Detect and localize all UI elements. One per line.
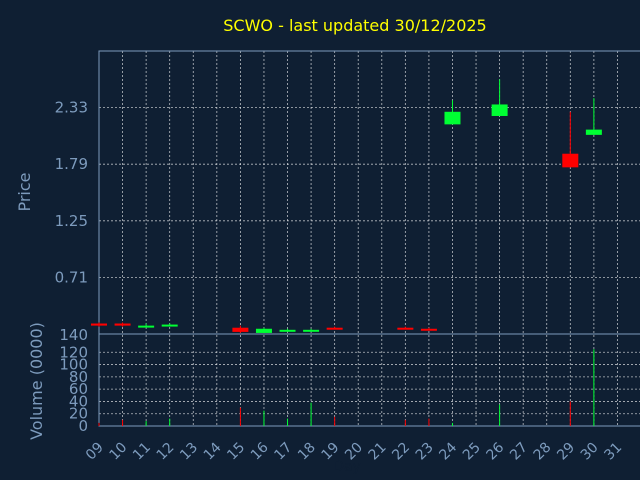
volume-tick-label: 100 [59,356,88,374]
volume-tick-label: 60 [69,380,88,398]
candle-body [562,153,579,168]
chart-title: SCWO - last updated 30/12/2025 [223,16,486,35]
volume-tick-label: 140 [59,326,88,344]
candle-body [397,327,414,330]
volume-tick-label: 40 [69,392,88,410]
candle-body [138,325,155,328]
volume-tick-label: 0 [78,417,88,435]
candle-body [444,111,461,125]
candle-body [420,328,437,331]
candle-body [491,104,508,116]
candle-body [114,323,131,326]
volume-panel-frame [98,333,640,427]
candle-body [303,329,320,332]
volume-tick-label: 20 [69,405,88,423]
volume-tick-label: 80 [69,368,88,386]
price-tick-label: 0.71 [55,268,88,286]
candle-body [255,328,272,333]
candle-body [326,327,343,330]
volume-tick-label: 120 [59,343,88,361]
candle-body [232,327,249,332]
candle-body [91,323,107,326]
x-axis-label: Day [333,459,361,475]
candle-body [585,129,602,135]
volume-axis-label: Volume (0000) [27,322,46,440]
candle-body [161,324,178,327]
price-tick-label: 2.33 [55,99,88,117]
candle-body [279,329,296,332]
price-tick-label: 1.25 [55,212,88,230]
price-tick-label: 1.79 [55,155,88,173]
price-axis-label: Price [15,172,34,211]
